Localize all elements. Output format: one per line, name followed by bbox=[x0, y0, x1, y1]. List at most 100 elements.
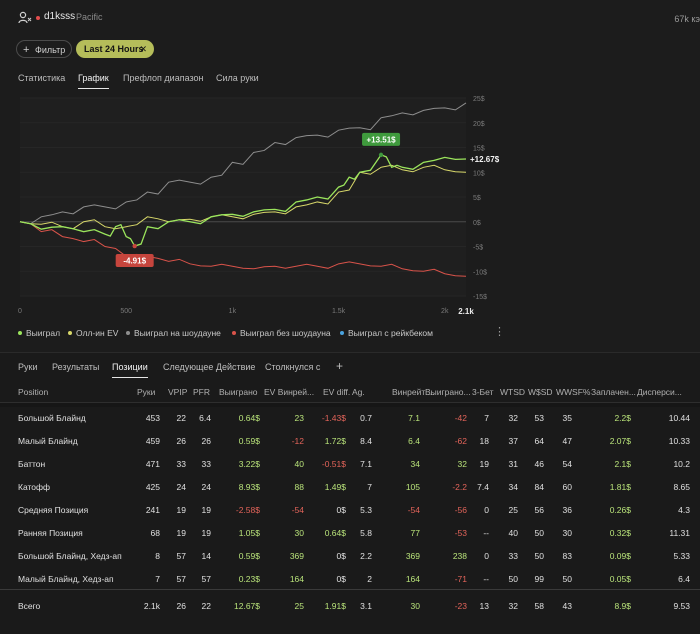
table-row[interactable]: Большой Блайнд 453 22 6.4 0.64$ 23 -1.43$ 0.7 7.… bbox=[0, 407, 700, 430]
cell-won: 3.22$ bbox=[238, 459, 260, 469]
legend-item-showdown[interactable]: Выиграл на шоудауне bbox=[126, 328, 221, 338]
cell-three-bet: 7.4 bbox=[477, 482, 489, 492]
cell-vpip: 19 bbox=[176, 505, 186, 515]
legend-item-non-showdown[interactable]: Выиграл без шоудауна bbox=[232, 328, 331, 338]
column-header-agg[interactable]: Ag. bbox=[352, 387, 365, 397]
legend-item-allin-ev[interactable]: Олл-ин EV bbox=[68, 328, 118, 338]
cell-pfr: 19 bbox=[201, 528, 211, 538]
header: d1ksss Pacific 67k кэ bbox=[0, 0, 700, 36]
table-row[interactable]: Малый Блайнд 459 26 26 0.59$ -12 1.72$ 8.4 6.4 -6… bbox=[0, 430, 700, 453]
table-row[interactable]: Средняя Позиция 241 19 19 -2.58$ -54 0$ 5.3 -54 -… bbox=[0, 499, 700, 522]
annotation-label: -4.91$ bbox=[123, 257, 146, 266]
column-header-ev-winrate[interactable]: EV Винрей... bbox=[264, 387, 315, 397]
cell-variance: 6.4 bbox=[678, 574, 690, 584]
column-header-paid-rake[interactable]: Заплачен... bbox=[591, 387, 636, 397]
add-tab-icon[interactable]: + bbox=[336, 359, 344, 373]
more-options-icon[interactable]: ⋮ bbox=[494, 326, 505, 338]
cell-agg: 7 bbox=[367, 482, 372, 492]
tab-positions[interactable]: Позиции bbox=[112, 362, 148, 378]
cell-wsd: 84 bbox=[534, 482, 544, 492]
positions-panel: Руки Результаты Позиции Следующее Действ… bbox=[0, 352, 700, 634]
add-filter-button[interactable]: + Фильтр bbox=[16, 40, 72, 58]
annotation-point bbox=[378, 152, 384, 158]
cell-position: Большой Блайнд, Хедз-ап bbox=[18, 551, 122, 561]
username[interactable]: d1ksss bbox=[44, 11, 76, 22]
cell-wsd: 50 bbox=[534, 528, 544, 538]
tab-next-action[interactable]: Следующее Действие bbox=[163, 362, 256, 372]
column-header-wsd[interactable]: W$SD bbox=[528, 387, 553, 397]
cell-won-nonsd: -71 bbox=[454, 574, 467, 584]
y-tick-label: -5$ bbox=[473, 245, 483, 252]
cell-won: 0.59$ bbox=[238, 551, 260, 561]
close-icon[interactable]: ✕ bbox=[139, 44, 147, 54]
column-header-ev-diff[interactable]: EV diff. bbox=[323, 387, 351, 397]
cell-pfr: 6.4 bbox=[199, 413, 211, 423]
x-end-label: 2.1k bbox=[458, 307, 474, 316]
series-won-line bbox=[19, 154, 467, 247]
column-header-variance[interactable]: Дисперси... bbox=[637, 387, 682, 397]
cell-wwsf: 35 bbox=[562, 413, 572, 423]
cell-hands: 471 bbox=[145, 459, 160, 469]
annotation-badge bbox=[115, 254, 154, 268]
player-icon[interactable] bbox=[18, 11, 32, 25]
column-header-winrate[interactable]: Винрейт ... bbox=[392, 387, 435, 397]
cell-vpip: 19 bbox=[176, 528, 186, 538]
tab-hand-strength[interactable]: Сила руки bbox=[216, 73, 259, 83]
stats-tabs: Статистика График Префлоп диапазон Сила … bbox=[0, 70, 700, 90]
column-header-wwsf[interactable]: WWSF% bbox=[556, 387, 591, 397]
column-header-won-nonsd[interactable]: Выиграно... bbox=[425, 387, 471, 397]
cell-wwsf: 43 bbox=[562, 601, 572, 611]
cell-wsd: 99 bbox=[534, 574, 544, 584]
cell-wtsd: 25 bbox=[508, 505, 518, 515]
table-row[interactable]: Баттон 471 33 33 3.22$ 40 -0.51$ 7.1 34 32 19 31 46 5… bbox=[0, 453, 700, 476]
series-showdown-line bbox=[19, 102, 467, 225]
column-header-pfr[interactable]: PFR bbox=[193, 387, 210, 397]
cell-wwsf: 60 bbox=[562, 482, 572, 492]
time-filter-chip[interactable]: Last 24 Hours ✕ bbox=[76, 40, 154, 58]
tab-hands[interactable]: Руки bbox=[18, 362, 38, 372]
cell-ev-diff: -1.43$ bbox=[321, 413, 346, 423]
cell-three-bet: -- bbox=[483, 528, 489, 538]
cell-ev-winrate: 369 bbox=[289, 551, 304, 561]
column-header-won[interactable]: Выиграно bbox=[219, 387, 258, 397]
status-dot bbox=[36, 16, 40, 20]
cell-paid-rake: 0.32$ bbox=[609, 528, 631, 538]
cell-wwsf: 36 bbox=[562, 505, 572, 515]
table-row[interactable]: Малый Блайнд, Хедз-ап 7 57 57 0.23$ 164 0$ 2 164… bbox=[0, 568, 700, 591]
column-header-wtsd[interactable]: WTSD bbox=[500, 387, 526, 397]
column-header-hands[interactable]: Руки bbox=[137, 387, 156, 397]
cell-wtsd: 33 bbox=[508, 551, 518, 561]
table-row[interactable]: Катофф 425 24 24 8.93$ 88 1.49$ 7 105 -2.2 7.4 34 84… bbox=[0, 476, 700, 499]
column-header-three-bet[interactable]: 3-Бет bbox=[472, 387, 494, 397]
cell-winrate: 369 bbox=[405, 551, 420, 561]
cell-paid-rake: 0.26$ bbox=[609, 505, 631, 515]
column-header-vpip[interactable]: VPIP bbox=[168, 387, 188, 397]
cell-pfr: 24 bbox=[201, 482, 211, 492]
cell-position: Большой Блайнд bbox=[18, 413, 86, 423]
end-value-label: +12.67$ bbox=[470, 155, 500, 164]
cell-pfr: 33 bbox=[201, 459, 211, 469]
cell-winrate: 105 bbox=[405, 482, 420, 492]
tab-graph[interactable]: График bbox=[78, 73, 109, 89]
tab-faced[interactable]: Столкнулся с bbox=[265, 362, 321, 372]
cell-wsd: 56 bbox=[534, 505, 544, 515]
tab-statistics[interactable]: Статистика bbox=[18, 73, 66, 83]
table-row[interactable]: Ранняя Позиция 68 19 19 1.05$ 30 0.64$ 5.8 77 -53… bbox=[0, 522, 700, 545]
cell-pfr: 57 bbox=[201, 574, 211, 584]
tab-results[interactable]: Результаты bbox=[52, 362, 100, 372]
annotation-point bbox=[132, 243, 137, 249]
tab-preflop-range[interactable]: Префлоп диапазон bbox=[123, 73, 204, 83]
legend-item-rakeback[interactable]: Выиграл с рейкбеком bbox=[340, 328, 433, 338]
column-header-position[interactable]: Position bbox=[18, 387, 49, 397]
legend-item-won[interactable]: Выиграл bbox=[18, 328, 60, 338]
cell-pfr: 26 bbox=[201, 436, 211, 446]
cell-ev-diff: 1.49$ bbox=[324, 482, 346, 492]
cell-won-nonsd: -42 bbox=[454, 413, 467, 423]
total-row-values[interactable]: Всего 2.1k 26 22 12.67$ 25 1.91$ 3.1 30 -23 13 32 58… bbox=[0, 595, 700, 618]
chart-legend: Выиграл Олл-ин EV Выиграл на шоудауне Вы… bbox=[0, 324, 700, 342]
table-row[interactable]: Большой Блайнд, Хедз-ап 8 57 14 0.59$ 369 0$ 2.… bbox=[0, 545, 700, 568]
winnings-chart[interactable]: 25$ 20$ 15$ 10$ 5$ 0$ -5$ -10$ -15$ 0 500 1k 1.5k 2k 2… bbox=[0, 90, 700, 322]
cell-won-nonsd: -56 bbox=[454, 505, 467, 515]
chart-svg: 25$ 20$ 15$ 10$ 5$ 0$ -5$ -10$ -15$ 0 500 1k 1.5k 2k 2… bbox=[18, 96, 500, 316]
cell-won: 12.67$ bbox=[234, 601, 260, 611]
